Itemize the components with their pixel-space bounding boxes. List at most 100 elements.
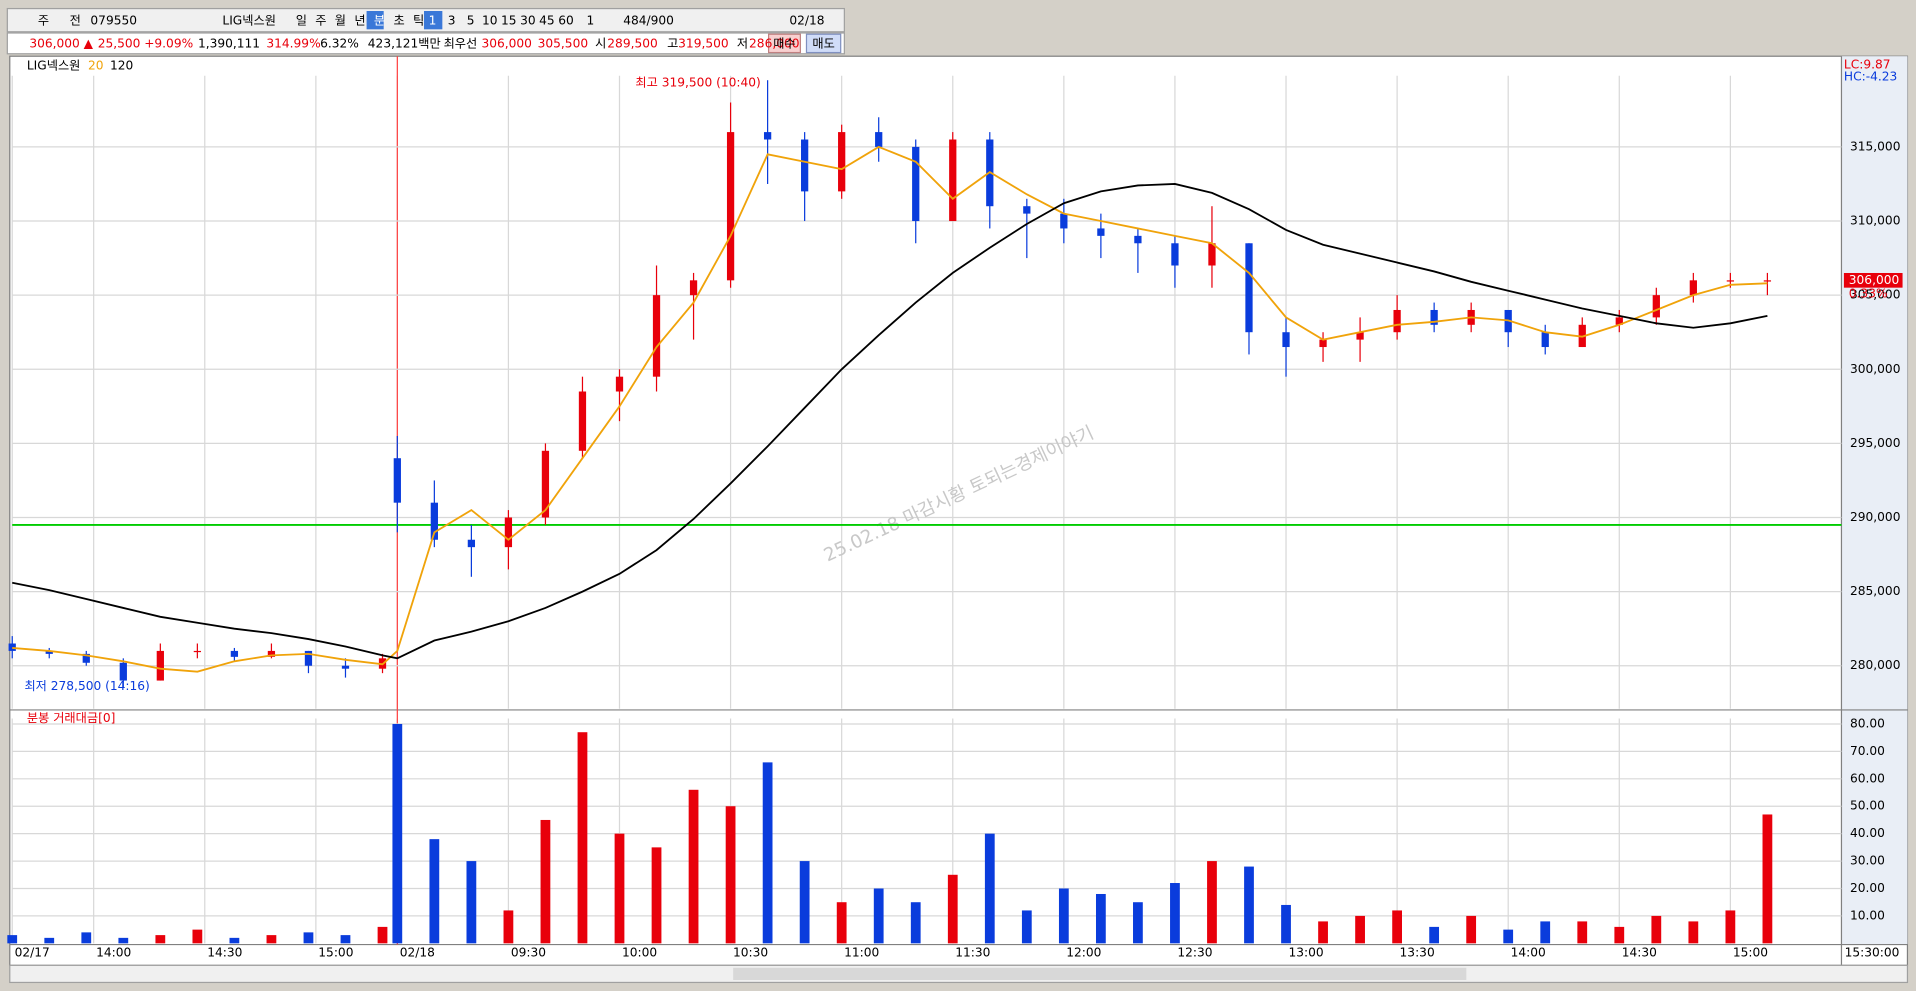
x-tick-label: 15:00 [318, 946, 353, 960]
quote-high: 319,500 [678, 36, 728, 50]
candle-body [578, 391, 587, 451]
volume-bar [1207, 861, 1217, 944]
volume-bar [799, 861, 810, 944]
period-button[interactable]: 주 [315, 13, 326, 27]
y-tick-label: 305,000 [1850, 288, 1900, 302]
candle-body [393, 458, 401, 503]
quote-turnover_rate: 6.32% [320, 36, 359, 50]
candle-body [341, 665, 350, 669]
volume-bar [392, 723, 403, 944]
x-tick-label: 02/17 [15, 946, 50, 960]
candle-body [1541, 332, 1549, 348]
candle-body [1763, 280, 1772, 282]
toolbar-range: 484/900 [623, 13, 674, 27]
x-tick-label: 10:30 [733, 946, 768, 960]
candle-body [8, 643, 16, 651]
candle-body [949, 139, 957, 222]
volume-bar [1318, 921, 1328, 944]
volume-bar [466, 861, 477, 944]
candle-body [1097, 228, 1105, 236]
interval-button[interactable]: 1 [429, 13, 437, 27]
moving-average [12, 145, 1768, 673]
scroll-thumb[interactable] [733, 967, 1467, 980]
candle-body [45, 650, 53, 654]
volume-bar [947, 874, 958, 944]
volume-bar [1244, 866, 1254, 944]
candle-body [726, 132, 735, 281]
y-tick-label: 40.00 [1850, 826, 1885, 840]
candle-body [1356, 332, 1364, 340]
y-tick-label: 300,000 [1850, 362, 1900, 376]
candle-body [541, 450, 550, 518]
volume-bar [984, 833, 995, 944]
quote-open_label: 시 [595, 36, 606, 50]
candle-body [615, 376, 624, 392]
volume-bar [651, 847, 662, 944]
interval-button[interactable]: 3 [448, 13, 456, 27]
period-button[interactable]: 초 [393, 13, 404, 27]
legend-entry: 120 [110, 58, 133, 72]
y-tick-label: 310,000 [1850, 214, 1900, 228]
period-button[interactable]: 일 [296, 13, 307, 27]
quote-bid: 305,500 [538, 36, 588, 50]
volume-bar [1170, 883, 1180, 944]
interval-button[interactable]: 10 [482, 13, 498, 27]
interval-selected[interactable] [424, 11, 443, 30]
hc-label: HC:-4.23 [1844, 69, 1897, 83]
x-tick-label: 02/18 [400, 946, 435, 960]
interval-button[interactable]: 45 [539, 13, 555, 27]
period-selected[interactable] [366, 11, 384, 30]
y-tick-label: 280,000 [1850, 658, 1900, 672]
lc-label: LC:9.87 [1844, 57, 1891, 71]
y-tick-label: 30.00 [1850, 854, 1885, 868]
sell-button[interactable] [805, 33, 842, 54]
interval-button[interactable]: 15 [501, 13, 517, 27]
toolbar-name[interactable]: LIG넥스원 [222, 13, 276, 27]
y-tick-label: 60.00 [1850, 771, 1885, 785]
chart-title: LIG넥스원 [27, 58, 81, 72]
quote-low_label: 저 [737, 36, 748, 50]
candle-body [1171, 243, 1179, 266]
period-button[interactable]: 틱 [413, 13, 424, 27]
period-button[interactable]: 년 [354, 13, 365, 27]
period-button[interactable]: 월 [335, 13, 346, 27]
period-button[interactable]: 분 [374, 13, 385, 27]
x-tick-label: 14:00 [96, 946, 131, 960]
toolbar-code[interactable]: 079550 [90, 13, 137, 27]
toolbar-date[interactable]: 02/18 [789, 13, 824, 27]
x-tick-label: 12:00 [1066, 946, 1101, 960]
volume-bar [503, 910, 514, 944]
y-tick-label: 10.00 [1850, 908, 1885, 922]
volume-bar [1503, 929, 1514, 944]
candle-body [504, 517, 513, 548]
buy-button[interactable] [767, 33, 801, 54]
toolbar-mode[interactable]: 전 [70, 13, 81, 27]
volume-bar [1651, 915, 1662, 944]
last-price-box [1843, 272, 1903, 288]
toolbar-market[interactable]: 주 [38, 13, 49, 27]
volume-bar [118, 937, 129, 944]
candle-body [304, 650, 313, 666]
candle-body [230, 650, 239, 657]
sell-label[interactable]: 매도 [812, 36, 834, 50]
volume-bar [873, 888, 884, 944]
x-tick-label: 13:00 [1288, 946, 1323, 960]
x-tick-label: 09:30 [511, 946, 546, 960]
candle-body [1726, 280, 1735, 282]
buy-label[interactable]: 매수 [773, 36, 795, 50]
volume-bar [1725, 910, 1736, 944]
interval-button[interactable]: 5 [467, 13, 475, 27]
quote-price: 306,000 ▲ [29, 36, 93, 50]
interval-button[interactable]: 60 [558, 13, 574, 27]
toolbar-count[interactable]: 1 [587, 13, 595, 27]
candle-body [1134, 235, 1142, 244]
y-tick-label: 285,000 [1850, 584, 1900, 598]
quote-amount: 423,121백만 [368, 36, 441, 50]
moving-average [12, 183, 1768, 660]
y-tick-label: 295,000 [1850, 436, 1900, 450]
quote-best_label: 최우선 [444, 36, 478, 50]
candle-body [430, 502, 438, 540]
volume-bar [429, 839, 440, 944]
interval-button[interactable]: 30 [520, 13, 536, 27]
